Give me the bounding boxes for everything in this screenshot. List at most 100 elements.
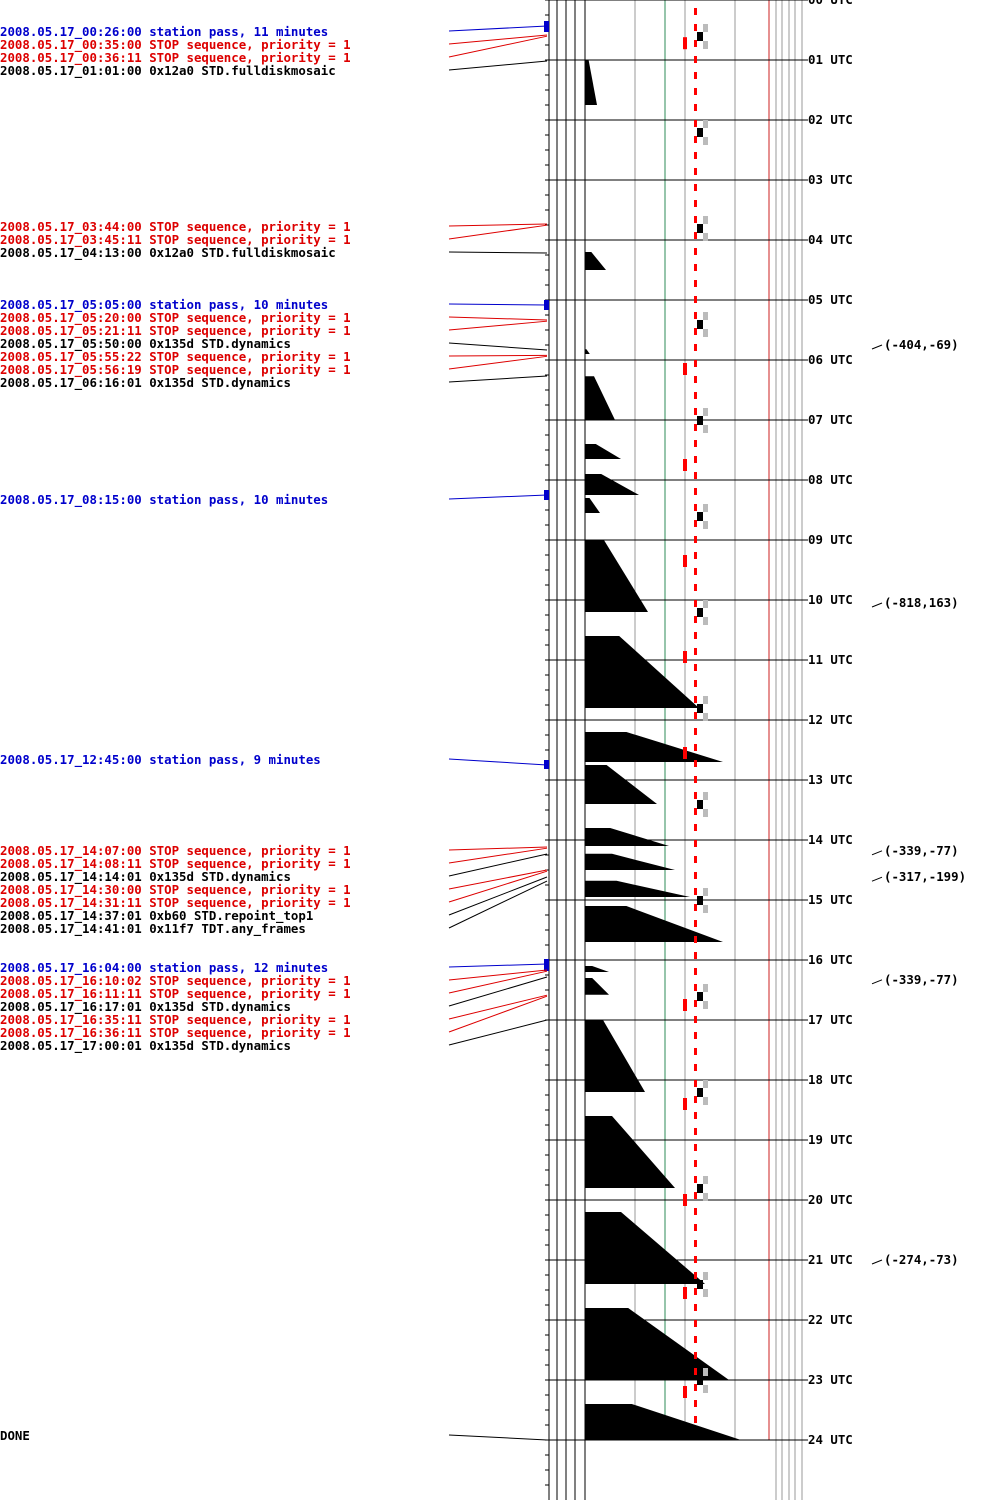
- activity-wedge: [585, 1212, 705, 1284]
- red-dash-segment: [694, 424, 697, 431]
- event-label-stop: 2008.05.17_14:30:00 STOP sequence, prior…: [0, 882, 351, 898]
- red-dash-segment: [694, 712, 697, 719]
- event-label-stop: 2008.05.17_03:45:11 STOP sequence, prior…: [0, 232, 351, 248]
- red-dash-segment: [694, 88, 697, 95]
- red-dash-segment: [694, 1320, 697, 1327]
- black-marker: [697, 704, 703, 713]
- event-connector: [448, 994, 548, 1020]
- hour-label: 06 UTC: [808, 352, 853, 367]
- gray-marker: [703, 696, 708, 704]
- red-marker: [683, 747, 687, 759]
- gray-marker: [703, 1289, 708, 1297]
- event-connector: [448, 223, 548, 227]
- gray-marker: [703, 408, 708, 416]
- red-dash-segment: [694, 648, 697, 655]
- event-label-pass: 2008.05.17_16:04:00 station pass, 12 min…: [0, 960, 328, 976]
- hour-label: 16 UTC: [808, 952, 853, 967]
- red-dash-segment: [694, 616, 697, 623]
- hour-label: 04 UTC: [808, 232, 853, 247]
- red-dash-segment: [694, 1416, 697, 1423]
- red-dash-segment: [694, 1384, 697, 1391]
- red-dash-segment: [694, 376, 697, 383]
- gray-marker: [703, 137, 708, 145]
- red-dash-segment: [694, 840, 697, 847]
- hour-label: 08 UTC: [808, 472, 853, 487]
- coordinate-label: (-317,-199): [884, 869, 966, 884]
- event-label-stop: 2008.05.17_14:08:11 STOP sequence, prior…: [0, 856, 351, 872]
- gray-marker: [703, 984, 708, 992]
- red-marker: [683, 651, 687, 663]
- red-marker: [683, 1287, 687, 1299]
- red-dash-segment: [694, 1400, 697, 1407]
- black-marker: [697, 1088, 703, 1097]
- event-label-stop: 2008.05.17_05:20:00 STOP sequence, prior…: [0, 310, 351, 326]
- red-dash-segment: [694, 1336, 697, 1343]
- black-marker: [697, 32, 703, 41]
- gray-marker: [703, 1368, 708, 1376]
- hour-label: 12 UTC: [808, 712, 853, 727]
- hour-label: 00 UTC: [808, 0, 853, 7]
- event-connector: [448, 758, 548, 766]
- black-marker: [697, 608, 703, 617]
- coord-pointer: [871, 979, 883, 985]
- red-dash-segment: [694, 1144, 697, 1151]
- activity-wedge: [585, 376, 615, 420]
- event-label-cmd: 2008.05.17_14:41:01 0x11f7 TDT.any_frame…: [0, 921, 306, 937]
- event-connector: [448, 876, 548, 916]
- event-connector: [448, 969, 548, 981]
- station-pass-marker: [544, 490, 549, 500]
- activity-wedge: [585, 474, 639, 495]
- event-connector: [448, 847, 548, 864]
- station-pass-marker: [544, 959, 549, 972]
- red-dash-segment: [694, 456, 697, 463]
- red-dash-segment: [694, 472, 697, 479]
- gray-marker: [703, 1080, 708, 1088]
- activity-wedge: [585, 765, 657, 804]
- black-marker: [697, 416, 703, 425]
- gray-marker: [703, 1385, 708, 1393]
- gray-marker: [703, 905, 708, 913]
- activity-wedge: [585, 732, 723, 762]
- red-dash-segment: [694, 856, 697, 863]
- event-label-pass: 2008.05.17_00:26:00 station pass, 11 min…: [0, 24, 328, 40]
- red-dash-segment: [694, 200, 697, 207]
- activity-wedge: [585, 349, 590, 354]
- gray-marker: [703, 1272, 708, 1280]
- red-dash-segment: [694, 152, 697, 159]
- event-connector: [448, 970, 548, 994]
- red-marker: [683, 459, 687, 471]
- red-dash-segment: [694, 664, 697, 671]
- coord-pointer: [871, 602, 883, 608]
- hour-label: 11 UTC: [808, 652, 853, 667]
- hour-label: 09 UTC: [808, 532, 853, 547]
- activity-wedge: [585, 252, 606, 270]
- gray-marker: [703, 233, 708, 241]
- red-dash-segment: [694, 792, 697, 799]
- gray-marker: [703, 600, 708, 608]
- red-dash-segment: [694, 392, 697, 399]
- coord-pointer: [871, 1259, 883, 1265]
- red-dash-segment: [694, 248, 697, 255]
- red-dash-segment: [694, 1192, 697, 1199]
- red-dash-segment: [694, 328, 697, 335]
- event-connector: [448, 963, 548, 968]
- activity-wedge: [585, 1020, 645, 1092]
- gray-marker: [703, 792, 708, 800]
- gray-marker: [703, 1097, 708, 1105]
- red-dash-segment: [694, 344, 697, 351]
- event-connector: [448, 355, 548, 370]
- hour-label: 14 UTC: [808, 832, 853, 847]
- station-pass-marker: [544, 760, 549, 769]
- event-label-pass: 2008.05.17_12:45:00 station pass, 9 minu…: [0, 752, 321, 768]
- event-connector: [448, 354, 548, 357]
- activity-wedge: [585, 906, 723, 942]
- red-dash-segment: [694, 808, 697, 815]
- event-connector: [448, 342, 548, 351]
- red-marker: [683, 1386, 687, 1398]
- event-connector: [448, 853, 548, 877]
- red-dash-segment: [694, 440, 697, 447]
- activity-wedge: [585, 828, 669, 846]
- event-label-stop: 2008.05.17_14:07:00 STOP sequence, prior…: [0, 843, 351, 859]
- red-dash-segment: [694, 1352, 697, 1359]
- activity-wedge: [585, 853, 675, 870]
